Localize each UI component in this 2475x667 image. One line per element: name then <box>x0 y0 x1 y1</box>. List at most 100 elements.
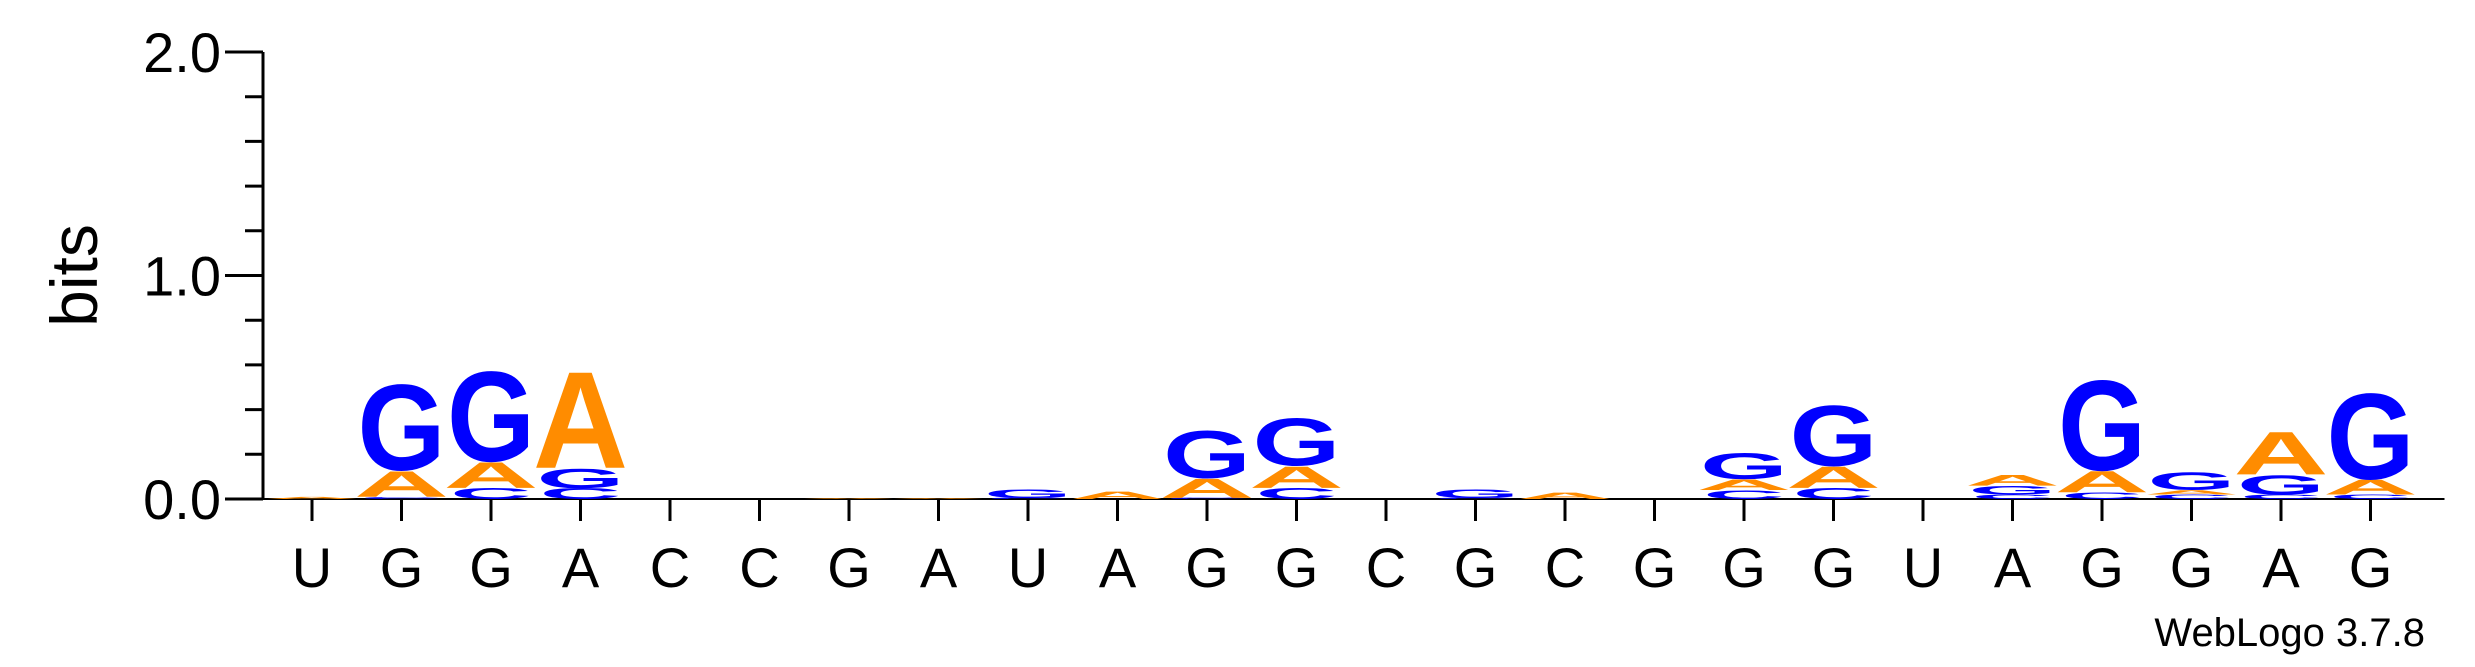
logo-letter-glyph: C <box>540 485 622 502</box>
x-tick-label: G <box>469 536 513 599</box>
logo-letter-C: C <box>1793 485 1875 502</box>
logo-letter-glyph: G <box>1969 484 2057 498</box>
logo-letter-G: G <box>1700 446 1788 487</box>
x-tick-label: C <box>739 536 779 599</box>
x-tick-label: G <box>1454 536 1498 599</box>
x-tick-label: A <box>2262 536 2300 599</box>
logo-letter-A: A <box>1517 491 1612 501</box>
logo-letter-glyph: G <box>447 344 535 488</box>
logo-letter-glyph: A <box>1786 460 1881 494</box>
logo-letter-glyph: A <box>264 496 359 499</box>
x-tick-label: A <box>920 536 958 599</box>
logo-letter-A: A <box>533 343 628 497</box>
logo-letter-glyph: C <box>1793 485 1875 502</box>
logo-letter-C: C <box>450 485 532 502</box>
logo-letter-C: C <box>1256 485 1338 502</box>
logo-letter-A: A <box>2323 475 2418 499</box>
logo-letter-G: G <box>358 359 446 496</box>
logo-letter-glyph: A <box>891 498 986 500</box>
logo-letter-C: C <box>361 496 443 499</box>
logo-letter-G: G <box>984 487 1072 501</box>
y-ticks: 0.0 1.0 2.0 <box>143 21 263 531</box>
logo-letter-G: G <box>447 344 535 488</box>
logo-letter-glyph: C <box>987 498 1069 500</box>
logo-letter-glyph: G <box>2237 470 2325 501</box>
x-tick-label: G <box>2080 536 2124 599</box>
logo-letter-glyph: G <box>1790 389 1878 485</box>
x-tick-label: G <box>1275 536 1319 599</box>
logo-letter-A: A <box>2054 465 2149 499</box>
logo-letter-glyph: C <box>450 485 532 502</box>
logo-letter-glyph: C <box>1703 488 1785 502</box>
logo-letter-C: C <box>1703 488 1785 502</box>
x-tick-label: C <box>1545 536 1585 599</box>
x-tick-label: G <box>827 536 871 599</box>
logo-letter-glyph: A <box>533 343 628 497</box>
x-tick-label: A <box>562 536 600 599</box>
logo-letter-glyph: C <box>2330 493 2412 500</box>
logo-letter-glyph: C <box>1972 493 2054 500</box>
logo-letter-glyph: G <box>1163 417 1251 492</box>
logo-letter-G: G <box>1432 487 1520 501</box>
x-tick-label: G <box>1722 536 1766 599</box>
logo-letter-glyph: A <box>1696 476 1791 493</box>
x-tick-label: G <box>1812 536 1856 599</box>
logo-letter-G: G <box>1969 484 2057 498</box>
x-tick-label: G <box>380 536 424 599</box>
logo-letter-glyph: A <box>2323 475 2418 499</box>
logo-letter-glyph: A <box>354 463 449 504</box>
logo-letter-glyph: A <box>1965 472 2060 489</box>
logo-letter-A: A <box>264 496 359 499</box>
logo-letter-glyph: G <box>2327 368 2415 505</box>
logo-letter-G: G <box>2327 368 2415 505</box>
logo-letter-glyph: A <box>1070 489 1165 501</box>
x-tick-label: U <box>1008 536 1048 599</box>
logo-letter-glyph: C <box>1256 485 1338 502</box>
logo-letter-glyph: C <box>1166 498 1248 500</box>
logo-letter-G: G <box>1790 389 1878 485</box>
logo-letter-glyph: C <box>2061 491 2143 501</box>
logo-letter-C: C <box>1435 498 1517 500</box>
logo-letter-glyph: G <box>1432 487 1520 501</box>
logo-letter-glyph: C <box>1435 498 1517 500</box>
y-tick-label: 0.0 <box>143 468 221 531</box>
logo-letter-C: C <box>987 498 1069 500</box>
x-tick-label: G <box>2170 536 2214 599</box>
x-tick-label: G <box>1633 536 1677 599</box>
logo-letter-C: C <box>2240 493 2322 500</box>
logo-letter-glyph: G <box>2058 353 2146 497</box>
logo-letter-glyph: A <box>1517 491 1612 501</box>
logo-letter-glyph: A <box>443 454 538 495</box>
logo-letter-A: A <box>1249 460 1344 494</box>
logo-letter-glyph: C <box>2240 493 2322 500</box>
weblogo-credit: WebLogo 3.7.8 <box>2154 611 2425 655</box>
logo-letter-glyph: C <box>2151 493 2233 500</box>
logo-letter-C: C <box>1972 493 2054 500</box>
logo-letter-A: A <box>801 498 896 500</box>
logo-letter-glyph: A <box>2144 489 2239 496</box>
logo-letter-A: A <box>2144 489 2239 496</box>
logo-letter-C: C <box>2151 493 2233 500</box>
logo-letter-C: C <box>2330 493 2412 500</box>
x-tick-label: A <box>1994 536 2032 599</box>
x-tick-label: G <box>2349 536 2393 599</box>
logo-letter-glyph: G <box>358 359 446 496</box>
x-tick-label: G <box>1185 536 1229 599</box>
logo-letter-A: A <box>1786 460 1881 494</box>
y-tick-label: 1.0 <box>143 245 221 308</box>
logo-letter-G: G <box>2058 353 2146 497</box>
y-axis-label: bits <box>37 224 111 327</box>
logo-letter-glyph: G <box>984 487 1072 501</box>
logo-letter-A: A <box>1696 476 1791 493</box>
logo-letter-glyph: G <box>1253 405 1341 480</box>
logo-letter-G: G <box>537 463 625 494</box>
logo-letter-A: A <box>354 463 449 504</box>
logo-letter-C: C <box>2061 491 2143 501</box>
y-tick-label: 2.0 <box>143 21 221 84</box>
logo-letter-glyph: A <box>1249 460 1344 494</box>
x-tick-label: U <box>1903 536 1943 599</box>
logo-letter-A: A <box>1070 489 1165 501</box>
logo-letter-G: G <box>2148 468 2236 495</box>
